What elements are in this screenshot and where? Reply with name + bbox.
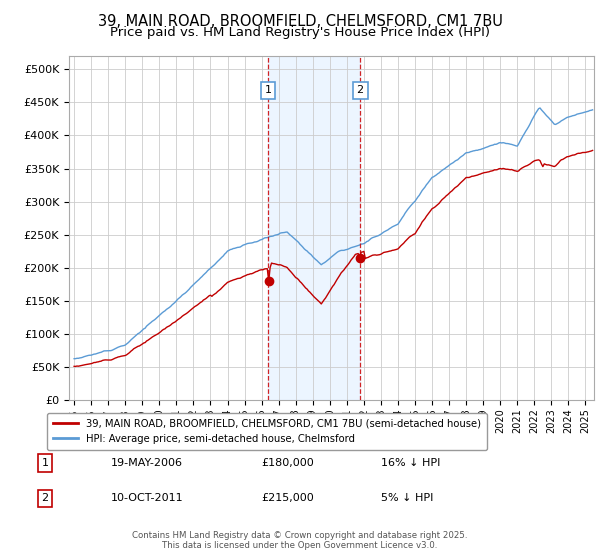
Text: 2: 2 — [41, 493, 49, 503]
Text: 2: 2 — [356, 86, 364, 95]
Text: 5% ↓ HPI: 5% ↓ HPI — [381, 493, 433, 503]
Text: 1: 1 — [41, 458, 49, 468]
Text: 16% ↓ HPI: 16% ↓ HPI — [381, 458, 440, 468]
Text: 1: 1 — [265, 86, 272, 95]
Text: 39, MAIN ROAD, BROOMFIELD, CHELMSFORD, CM1 7BU: 39, MAIN ROAD, BROOMFIELD, CHELMSFORD, C… — [98, 14, 502, 29]
Text: Price paid vs. HM Land Registry's House Price Index (HPI): Price paid vs. HM Land Registry's House … — [110, 26, 490, 39]
Legend: 39, MAIN ROAD, BROOMFIELD, CHELMSFORD, CM1 7BU (semi-detached house), HPI: Avera: 39, MAIN ROAD, BROOMFIELD, CHELMSFORD, C… — [47, 413, 487, 450]
Bar — [268, 56, 360, 400]
Text: 19-MAY-2006: 19-MAY-2006 — [111, 458, 183, 468]
Text: £215,000: £215,000 — [261, 493, 314, 503]
Text: 10-OCT-2011: 10-OCT-2011 — [111, 493, 184, 503]
Text: Contains HM Land Registry data © Crown copyright and database right 2025.
This d: Contains HM Land Registry data © Crown c… — [132, 530, 468, 550]
Text: £180,000: £180,000 — [261, 458, 314, 468]
